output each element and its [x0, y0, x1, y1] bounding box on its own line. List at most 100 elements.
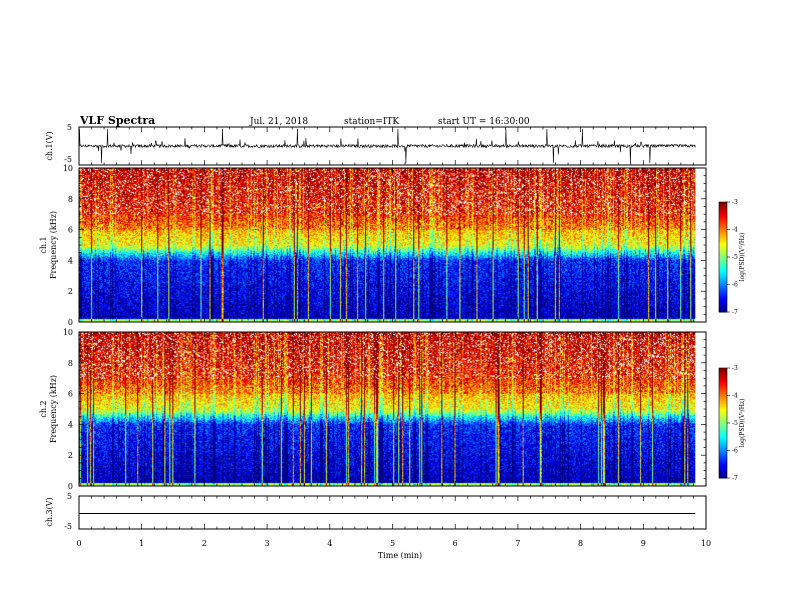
ch3-waveform-ylabel: ch.3(V)	[45, 497, 54, 526]
colorbar-swatch	[719, 220, 727, 223]
colorbar-swatch	[719, 419, 727, 422]
colorbar-swatch	[719, 310, 727, 313]
colorbar-swatch	[719, 446, 727, 450]
colorbar-swatch	[719, 390, 727, 393]
colorbar-tick-label: -3	[732, 365, 738, 372]
time-tick-label: 1	[139, 539, 144, 548]
colorbar-swatch	[719, 266, 727, 269]
colorbar-swatch	[719, 297, 727, 300]
colorbar-swatch	[719, 369, 727, 373]
station-label: station=ITK	[344, 117, 399, 127]
colorbar-swatch	[719, 216, 727, 219]
colorbar-swatch	[719, 224, 727, 227]
colorbar-swatch	[719, 476, 727, 479]
ch1-waveform-xticks	[78, 127, 707, 165]
ch1-waveform-trace	[78, 128, 696, 164]
ch1-spectrogram-panel: 0 2 4 6 8 10 ch.1 Frequency (kHz)	[39, 164, 707, 327]
start-ut-label: start UT = 16:30:00	[438, 117, 530, 127]
ch2-spectrogram-image	[79, 332, 696, 486]
colorbar-swatch	[719, 463, 727, 466]
colorbar-tick-label: -3	[732, 199, 738, 206]
colorbar-swatch	[719, 306, 727, 309]
colorbar-swatch	[719, 384, 727, 387]
time-tick-label: 4	[327, 539, 332, 548]
colorbar-swatch	[719, 371, 727, 374]
colorbar-swatch	[719, 202, 727, 205]
colorbar-swatch	[719, 459, 727, 462]
colorbar-swatch	[719, 373, 727, 376]
colorbar-swatch	[719, 435, 727, 439]
colorbar-swatch	[719, 377, 727, 380]
time-axis-label: Time (min)	[378, 551, 422, 560]
colorbar-tick-label: -6	[732, 448, 738, 455]
ch2-spectrogram-yticks: 0 2 4 6 8 10	[63, 328, 706, 491]
colorbar-swatch	[719, 299, 727, 302]
date-label: Jul. 21, 2018	[249, 117, 308, 127]
ch1-spectrogram-ylabel-frequency: Frequency (kHz)	[49, 211, 58, 279]
colorbar-swatch	[719, 448, 727, 451]
colorbar-swatch	[719, 231, 727, 234]
frequency-tick-label: 10	[63, 328, 73, 337]
colorbar-swatch	[719, 401, 727, 404]
colorbar-swatch	[719, 428, 727, 431]
colorbar-swatch	[719, 264, 727, 267]
ch1-ytick-top: 5	[67, 123, 72, 132]
colorbar-swatch	[719, 395, 727, 398]
colorbar-swatch	[719, 412, 727, 415]
colorbar-swatch	[719, 213, 727, 216]
frequency-tick-label: 2	[68, 451, 73, 460]
ch3-ytick-top: 5	[67, 492, 72, 501]
colorbar-swatch	[719, 247, 727, 251]
colorbar-swatch	[719, 258, 727, 262]
ch2-spectrogram-panel: 0 2 4 6 8 10 ch.2 Frequency (kHz)	[39, 328, 707, 491]
colorbar-swatch	[719, 434, 727, 437]
colorbar-swatch	[719, 290, 727, 293]
colorbar-swatch	[719, 301, 727, 304]
ch3-waveform-panel: 5 -5 ch.3(V)	[45, 492, 707, 531]
colorbar-swatch	[719, 246, 727, 249]
colorbar-swatch	[719, 236, 727, 240]
colorbar-swatch	[719, 288, 727, 291]
colorbar-swatch	[719, 238, 727, 241]
ch1-spectrogram-image	[79, 168, 696, 322]
colorbar-swatch	[719, 277, 727, 280]
time-tick-label: 5	[390, 539, 395, 548]
colorbar-swatch	[719, 424, 727, 428]
colorbar-swatch	[719, 222, 727, 225]
colorbar-swatch	[719, 225, 727, 229]
colorbar-swatch	[719, 423, 727, 426]
time-tick-label: 0	[76, 539, 81, 548]
colorbar-swatch	[719, 295, 727, 298]
colorbar-swatch	[719, 468, 727, 472]
colorbar-label: log(PSD)(V²/Hz)	[739, 233, 746, 282]
ch1-waveform-panel: 5 -5 ch.1(V)	[45, 123, 707, 166]
ch1-ytick-bottom: -5	[64, 155, 72, 164]
colorbar-swatch	[719, 456, 727, 459]
frequency-tick-label: 6	[68, 390, 73, 399]
colorbar-swatch	[719, 415, 727, 418]
colorbar-swatch	[719, 450, 727, 453]
colorbar-swatch	[719, 244, 727, 247]
colorbar-swatch	[719, 391, 727, 395]
colorbar-swatch	[719, 203, 727, 207]
colorbar-swatch	[719, 218, 727, 221]
colorbar-swatch	[719, 430, 727, 433]
frequency-tick-label: 8	[68, 359, 73, 368]
colorbar-swatch	[719, 375, 727, 378]
colorbar-swatch	[719, 382, 727, 385]
ch3-ytick-bottom: -5	[64, 522, 72, 531]
colorbar-swatch	[719, 406, 727, 409]
colorbar-swatch	[719, 207, 727, 210]
colorbar-swatch	[719, 282, 727, 285]
colorbar-swatch	[719, 235, 727, 238]
time-tick-label: 10	[701, 539, 711, 548]
colorbar-swatch	[719, 302, 727, 306]
ch1-spectrogram-xticks	[78, 168, 707, 322]
colorbar-swatch	[719, 240, 727, 243]
colorbar-swatch	[719, 242, 727, 245]
colorbar-swatch	[719, 386, 727, 389]
colorbar-swatch	[719, 410, 727, 413]
colorbar-swatch	[719, 273, 727, 276]
colorbar-swatch	[719, 441, 727, 444]
